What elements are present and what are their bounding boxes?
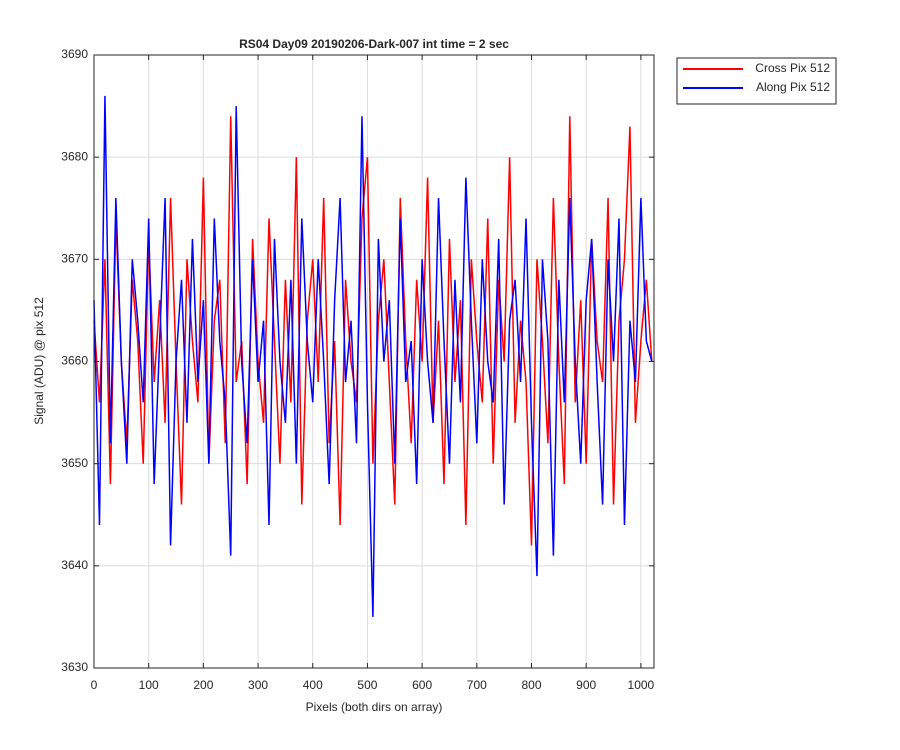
legend-label: Cross Pix 512 bbox=[755, 61, 830, 75]
legend-label: Along Pix 512 bbox=[756, 80, 830, 94]
data-line bbox=[93, 116, 653, 546]
legend: Cross Pix 512 Along Pix 512 bbox=[676, 57, 837, 105]
x-tick-label: 200 bbox=[193, 678, 213, 692]
x-tick-label: 900 bbox=[576, 678, 596, 692]
x-tick-label: 1000 bbox=[628, 678, 655, 692]
x-tick-label: 800 bbox=[521, 678, 541, 692]
x-tick-label: 300 bbox=[248, 678, 268, 692]
y-tick-label: 3630 bbox=[61, 660, 88, 674]
y-tick-label: 3640 bbox=[61, 558, 88, 572]
y-tick-label: 3680 bbox=[61, 149, 88, 163]
data-line bbox=[93, 95, 653, 617]
x-tick-label: 400 bbox=[303, 678, 323, 692]
y-tick-label: 3660 bbox=[61, 354, 88, 368]
y-tick-label: 3650 bbox=[61, 456, 88, 470]
y-axis-label: Signal (ADU) @ pix 512 bbox=[32, 297, 46, 425]
x-tick-label: 700 bbox=[467, 678, 487, 692]
x-tick-label: 500 bbox=[357, 678, 377, 692]
axes-box bbox=[93, 54, 655, 669]
x-axis-label: Pixels (both dirs on array) bbox=[306, 700, 443, 714]
x-tick-label: 600 bbox=[412, 678, 432, 692]
legend-box bbox=[676, 57, 837, 105]
chart-title: RS04 Day09 20190206-Dark-007 int time = … bbox=[239, 37, 509, 51]
y-tick-label: 3670 bbox=[61, 252, 88, 266]
y-tick-label: 3690 bbox=[61, 47, 88, 61]
x-tick-label: 100 bbox=[139, 678, 159, 692]
x-tick-label: 0 bbox=[91, 678, 98, 692]
